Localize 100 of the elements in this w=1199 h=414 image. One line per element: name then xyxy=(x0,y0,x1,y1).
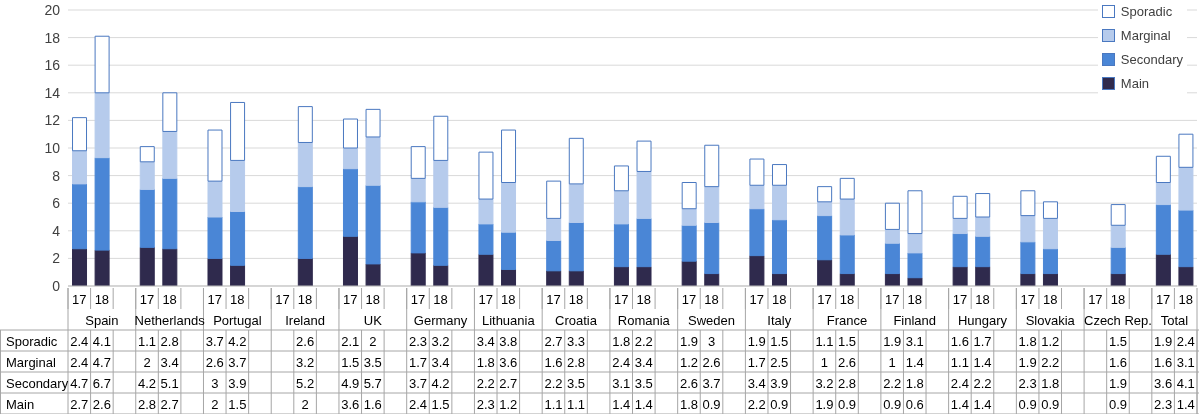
bar xyxy=(546,239,562,272)
bar xyxy=(162,130,178,179)
bar xyxy=(94,92,110,159)
text: Portugal xyxy=(213,313,262,328)
bar xyxy=(1110,204,1126,226)
bar xyxy=(681,224,697,262)
data-label: 3 xyxy=(211,376,219,391)
bar xyxy=(704,144,720,188)
data-label: 2.8 xyxy=(137,397,157,412)
data-label: 1.6 xyxy=(1154,355,1173,370)
data-label: 3.4 xyxy=(634,355,653,370)
data-label: 3.5 xyxy=(363,355,382,370)
bar xyxy=(772,219,787,275)
bar xyxy=(817,215,833,261)
data-label: 2.2 xyxy=(476,376,495,391)
data-label: 1.5 xyxy=(228,397,247,412)
bar xyxy=(1178,166,1194,211)
x-tick-label: 17 xyxy=(884,292,900,307)
data-label: 2.6 xyxy=(205,355,224,370)
data-label: 2.4 xyxy=(612,355,631,370)
data-label: 1.4 xyxy=(612,397,631,412)
x-tick-label: 17 xyxy=(478,292,493,307)
data-label: 1 xyxy=(820,355,829,370)
bar xyxy=(907,233,923,254)
bar xyxy=(1155,155,1171,183)
data-label: 1.8 xyxy=(612,334,631,349)
x-tick-label: 18 xyxy=(907,292,922,307)
bar xyxy=(636,140,652,172)
bar xyxy=(1020,215,1036,243)
bar xyxy=(568,183,584,224)
data-label: 1.7 xyxy=(747,355,766,370)
bar xyxy=(817,259,833,286)
bar xyxy=(72,117,88,152)
data-label: 4.2 xyxy=(431,376,450,391)
data-label: 2.6 xyxy=(679,376,698,391)
bar xyxy=(975,235,991,268)
text: Germany xyxy=(413,313,468,328)
bar xyxy=(1020,190,1036,217)
data-label: 3.7 xyxy=(702,376,721,391)
data-label: 3 xyxy=(707,334,716,349)
data-label: 1.4 xyxy=(950,397,969,412)
data-label: 2 xyxy=(369,334,377,349)
text: Total xyxy=(1160,313,1189,328)
bar xyxy=(207,180,223,218)
bar xyxy=(975,266,991,286)
x-tick-label: 17 xyxy=(343,292,358,307)
bar xyxy=(613,266,629,286)
legend-label: Marginal xyxy=(1120,28,1171,43)
bar xyxy=(681,182,697,210)
text: Finland xyxy=(893,313,937,328)
data-label: 3.6 xyxy=(341,397,360,412)
data-label: 1.6 xyxy=(363,397,382,412)
x-tick-label: 18 xyxy=(1043,292,1058,307)
data-label: 3.2 xyxy=(815,376,834,391)
bar xyxy=(749,158,765,186)
bar xyxy=(772,164,787,186)
bar xyxy=(1020,273,1036,286)
data-label: 2.3 xyxy=(1154,397,1173,412)
bar xyxy=(297,257,313,286)
x-tick-label: 18 xyxy=(568,292,584,307)
data-label: 3.8 xyxy=(499,334,518,349)
bar xyxy=(613,165,629,192)
data-label: 4.1 xyxy=(92,334,111,349)
bar xyxy=(72,248,88,286)
bar xyxy=(297,141,313,188)
data-label: 2.7 xyxy=(160,397,179,412)
data-label: 1.2 xyxy=(1041,334,1060,349)
bar xyxy=(207,129,223,182)
bar xyxy=(952,233,968,268)
y-tick-label: 8 xyxy=(52,167,61,184)
x-tick-label: 17 xyxy=(817,292,832,307)
data-label: 2 xyxy=(301,397,309,412)
y-tick-label: 6 xyxy=(52,195,61,212)
x-tick-label: 17 xyxy=(613,292,629,307)
data-label: 1.8 xyxy=(905,376,924,391)
bar xyxy=(568,270,584,286)
bar xyxy=(433,115,449,161)
y-tick-label: 10 xyxy=(44,139,61,156)
data-label: 1.4 xyxy=(634,397,653,412)
data-label: 5.7 xyxy=(363,376,382,391)
data-label: 2.3 xyxy=(408,334,428,349)
data-label: 2.4 xyxy=(1176,334,1195,349)
data-label: 3.9 xyxy=(770,376,789,391)
bar xyxy=(1110,246,1126,275)
data-label: 0.9 xyxy=(702,397,721,412)
text: Slovakia xyxy=(1025,313,1076,328)
data-label: 2.4 xyxy=(70,334,89,349)
data-label: 3.2 xyxy=(431,334,450,349)
data-label: 1.6 xyxy=(544,355,563,370)
data-label: 2.1 xyxy=(341,334,360,349)
data-label: 5.1 xyxy=(160,376,179,391)
text: Czech Rep. xyxy=(1084,313,1152,328)
data-label: 1.4 xyxy=(973,355,992,370)
x-tick-label: 17 xyxy=(681,292,697,307)
text: Italy xyxy=(767,313,792,328)
data-label: 4.1 xyxy=(1176,376,1195,391)
data-label: 1.5 xyxy=(837,334,857,349)
bar xyxy=(817,186,833,203)
x-tick-label: 18 xyxy=(365,292,381,307)
bar xyxy=(704,222,720,275)
